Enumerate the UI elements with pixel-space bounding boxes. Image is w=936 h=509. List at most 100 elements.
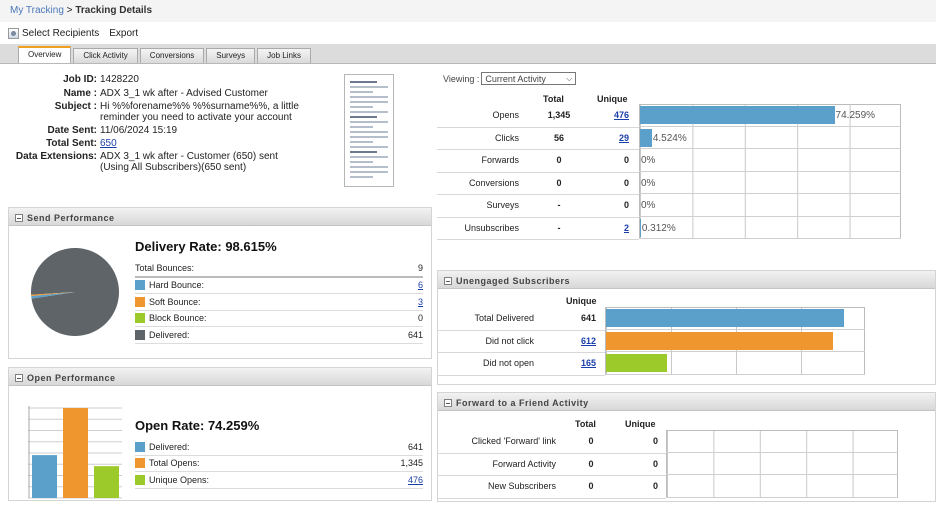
row-divider xyxy=(438,452,666,454)
forward-row-label: Forward Activity xyxy=(492,458,556,469)
export-button[interactable]: Export xyxy=(109,28,138,39)
grid-line xyxy=(666,474,898,475)
open-row-label: Total Opens: xyxy=(149,458,200,469)
open-bar-total-opens xyxy=(63,408,88,498)
grid-line xyxy=(605,351,865,352)
row-label-wrap: Soft Bounce: xyxy=(135,296,383,307)
unengaged-subscribers-header[interactable]: Unengaged Subscribers xyxy=(438,271,935,289)
send-performance-header[interactable]: Send Performance xyxy=(9,208,431,226)
activity-row-total: 1,345 xyxy=(547,110,571,120)
activity-row-total: 56 xyxy=(553,132,564,143)
export-label: Export xyxy=(109,27,139,39)
activity-row-total: 0 xyxy=(556,177,562,188)
tab-job-links[interactable]: Job Links xyxy=(257,48,311,63)
job-id-row: Job ID: 1428220 xyxy=(8,74,340,85)
send-performance-panel: Send Performance Delivery Rate: 98.615% … xyxy=(8,207,432,359)
row-divider xyxy=(438,475,666,476)
forward-row-total: 0 xyxy=(588,436,594,446)
activity-bar-label: 0% xyxy=(641,155,656,166)
forward-row-label: Clicked 'Forward' link xyxy=(471,436,556,446)
date-sent-value: 11/06/2024 15:19 xyxy=(100,125,178,136)
forward-row-unique: 0 xyxy=(652,481,658,491)
activity-row-label: Surveys xyxy=(486,200,519,210)
legend-swatch xyxy=(135,458,145,469)
row-divider xyxy=(437,126,639,128)
unengaged-row-label: Total Delivered xyxy=(474,313,534,323)
collapse-icon[interactable] xyxy=(15,374,23,382)
row-divider xyxy=(438,329,605,331)
subject-row: Subject : Hi %%forename%% %%surname%%, a… xyxy=(8,101,340,123)
breadcrumb-my-tracking[interactable]: My Tracking xyxy=(10,5,64,16)
legend-swatch xyxy=(135,296,145,307)
forward-to-friend-panel: Forward to a Friend Activity Total Unique… xyxy=(437,392,936,502)
unengaged-bar xyxy=(606,331,834,350)
send-row-value[interactable]: 6 xyxy=(417,280,423,291)
delivery-rate: Delivery Rate: 98.615% xyxy=(135,239,277,254)
tab-overview[interactable]: Overview xyxy=(18,46,72,63)
grid-line xyxy=(639,215,901,217)
date-sent-label: Date Sent: xyxy=(47,125,97,136)
select-recipients-label: Select Recipients xyxy=(22,27,100,39)
unengaged-row-value[interactable]: 612 xyxy=(580,335,596,346)
activity-row-label: Conversions xyxy=(468,177,519,188)
send-performance-title: Send Performance xyxy=(27,213,115,223)
col-header-unique: Unique xyxy=(566,296,597,306)
send-row-label: Soft Bounce: xyxy=(149,296,201,307)
open-row-value[interactable]: 476 xyxy=(407,474,423,485)
activity-bar-label: 0% xyxy=(641,177,656,189)
activity-row-unique[interactable]: 2 xyxy=(623,222,629,233)
name-row: Name : ADX 3_1 wk after - Advised Custom… xyxy=(8,88,340,99)
collapse-icon[interactable] xyxy=(444,399,452,407)
legend-swatch xyxy=(135,313,145,324)
total-sent-link[interactable]: 650 xyxy=(100,138,117,149)
forward-row-unique: 0 xyxy=(652,458,658,469)
email-preview-thumbnail[interactable] xyxy=(344,74,394,187)
open-performance-row: Total Opens: 1,345 xyxy=(135,456,423,472)
row-divider xyxy=(437,171,639,173)
row-divider xyxy=(437,239,639,240)
forward-row-total: 0 xyxy=(588,481,594,491)
collapse-icon[interactable] xyxy=(15,214,23,222)
viewing-select-value: Current Activity xyxy=(485,73,546,84)
activity-chart-grid xyxy=(639,104,901,239)
breadcrumb-separator: > xyxy=(63,5,76,16)
forward-chart-grid xyxy=(666,430,898,498)
forward-row-total: 0 xyxy=(588,458,594,469)
send-performance-rows: Total Bounces: 9 Hard Bounce: 6 Soft Bounce:… xyxy=(135,261,423,344)
select-recipients-button[interactable]: Select Recipients xyxy=(8,27,100,39)
forward-to-friend-title: Forward to a Friend Activity xyxy=(456,398,589,408)
unengaged-row-value[interactable]: 165 xyxy=(580,358,596,368)
legend-swatch xyxy=(135,441,145,452)
unengaged-bar xyxy=(606,354,668,372)
open-performance-row: Unique Opens: 476 xyxy=(135,472,423,489)
viewing-select[interactable]: Current Activity ⌵ xyxy=(481,72,577,85)
breadcrumb: My Tracking > Tracking Details xyxy=(0,0,936,22)
send-row-value: 0 xyxy=(417,313,423,324)
activity-row-label: Unsubscribes xyxy=(464,222,519,233)
activity-bar xyxy=(640,218,641,237)
viewing-control: Viewing : Current Activity ⌵ xyxy=(443,72,577,85)
forward-to-friend-header[interactable]: Forward to a Friend Activity xyxy=(438,393,935,411)
legend-swatch xyxy=(135,474,145,485)
unengaged-subscribers-panel: Unengaged Subscribers Unique Total Delive… xyxy=(437,270,936,385)
collapse-icon[interactable] xyxy=(444,277,452,285)
recipients-icon xyxy=(8,27,19,39)
activity-row-unique[interactable]: 29 xyxy=(618,132,629,143)
tab-click-activity[interactable]: Click Activity xyxy=(73,48,138,63)
tab-surveys[interactable]: Surveys xyxy=(206,48,256,63)
data-extensions-row: Data Extensions: ADX 3_1 wk after - Cust… xyxy=(8,151,300,173)
grid-line xyxy=(605,328,865,330)
send-row-value[interactable]: 3 xyxy=(417,296,423,307)
total-sent-label: Total Sent: xyxy=(46,138,97,149)
col-header-total: Total xyxy=(543,94,564,104)
activity-row-unique[interactable]: 476 xyxy=(613,110,629,120)
activity-row-label: Forwards xyxy=(481,155,519,165)
send-performance-row: Hard Bounce: 6 xyxy=(135,278,423,294)
send-row-label: Hard Bounce: xyxy=(149,280,205,291)
tab-conversions[interactable]: Conversions xyxy=(139,48,205,63)
legend-swatch xyxy=(135,329,145,340)
activity-row-unique: 0 xyxy=(623,200,629,210)
activity-bar-label: 0% xyxy=(641,200,656,211)
open-performance-header[interactable]: Open Performance xyxy=(9,368,431,386)
row-divider xyxy=(438,352,605,353)
